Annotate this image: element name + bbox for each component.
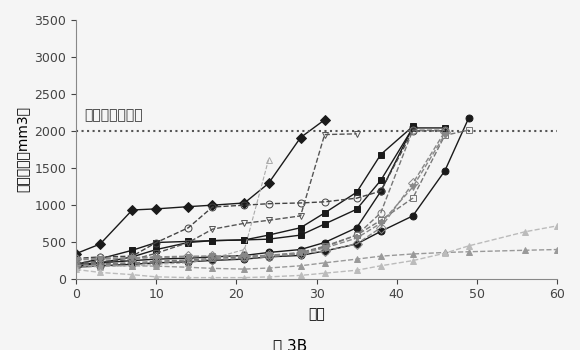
Y-axis label: 腫風体積（mm3）: 腫風体積（mm3） [15,106,29,192]
X-axis label: 日数: 日数 [308,307,325,321]
Text: エンドポイント: エンドポイント [84,108,143,122]
Text: 図 3B: 図 3B [273,338,307,350]
